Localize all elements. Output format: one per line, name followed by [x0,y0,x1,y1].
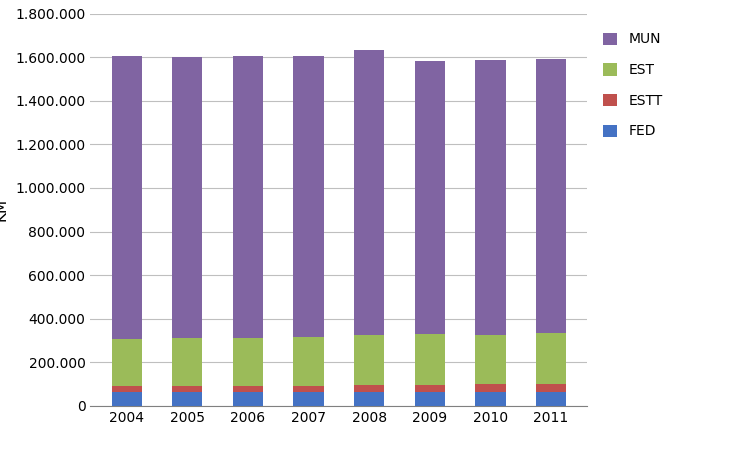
Bar [475,335,505,384]
Bar [111,340,142,386]
Bar [415,334,445,385]
Bar [354,392,384,406]
Bar [536,384,566,392]
Y-axis label: KM: KM [0,198,8,221]
Bar [354,50,384,336]
Bar [172,386,203,392]
Bar [111,56,142,340]
Bar [354,385,384,392]
Bar [536,392,566,406]
Bar [294,386,324,392]
Bar [415,392,445,406]
Bar [172,338,203,386]
Bar [475,392,505,406]
Bar [172,392,203,406]
Legend: MUN, EST, ESTT, FED: MUN, EST, ESTT, FED [599,28,667,143]
Bar [172,57,203,338]
Bar [354,336,384,385]
Bar [294,392,324,406]
Bar [415,385,445,392]
Bar [111,392,142,406]
Bar [233,386,263,392]
Bar [233,392,263,406]
Bar [415,60,445,334]
Bar [233,338,263,386]
Bar [294,337,324,386]
Bar [111,386,142,392]
Bar [475,384,505,392]
Bar [475,60,505,335]
Bar [294,56,324,337]
Bar [233,56,263,338]
Bar [536,333,566,384]
Bar [536,59,566,333]
